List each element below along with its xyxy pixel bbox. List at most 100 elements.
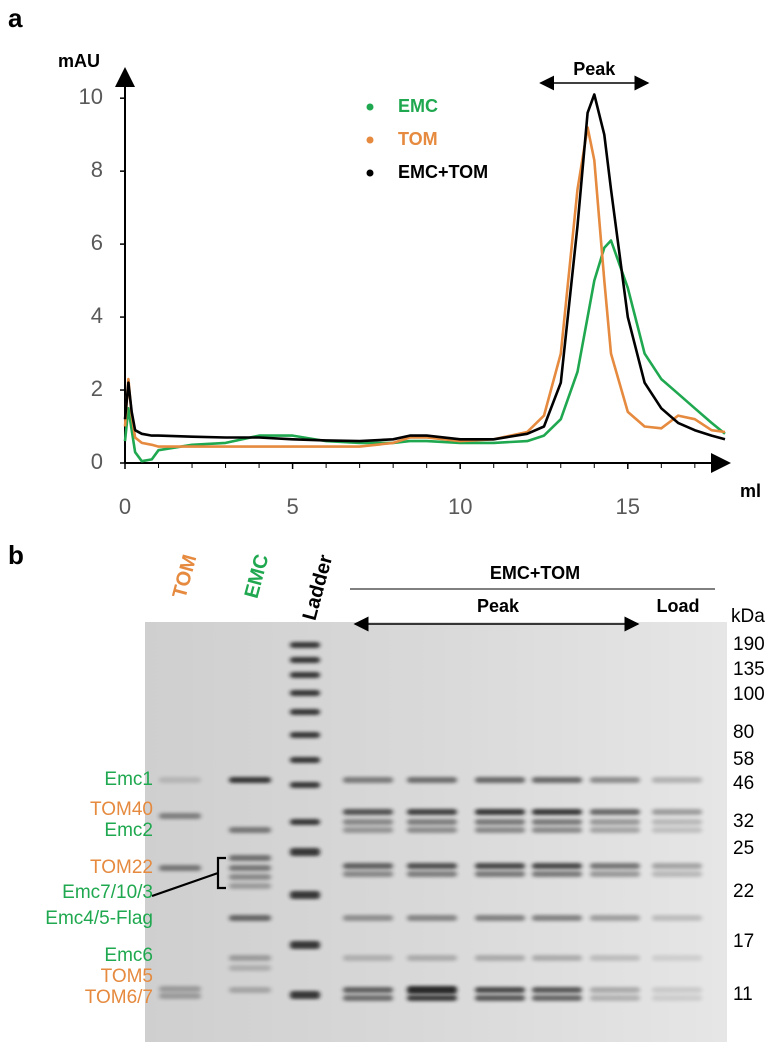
gel-band bbox=[475, 863, 525, 869]
legend-label: EMC bbox=[398, 96, 438, 116]
panel-label: a bbox=[8, 3, 23, 33]
group-label: EMC+TOM bbox=[490, 563, 580, 583]
gel-band bbox=[407, 819, 457, 825]
band-label: TOM22 bbox=[90, 857, 153, 878]
gel-band bbox=[290, 891, 320, 899]
gel-band bbox=[159, 993, 201, 999]
legend-marker bbox=[366, 103, 374, 111]
gel-band bbox=[290, 672, 320, 678]
x-tick-label: 0 bbox=[119, 494, 131, 519]
marker-label: 46 bbox=[733, 773, 754, 794]
gel-band bbox=[343, 995, 393, 1001]
y-axis-label: mAU bbox=[58, 51, 100, 71]
lane-label: Ladder bbox=[299, 552, 338, 622]
gel-band bbox=[532, 809, 582, 815]
x-axis-label: ml bbox=[740, 481, 761, 501]
gel-band bbox=[475, 987, 525, 993]
x-tick-label: 10 bbox=[448, 494, 472, 519]
gel-band bbox=[229, 865, 271, 871]
gel-band bbox=[407, 915, 457, 921]
gel-band bbox=[590, 987, 640, 993]
band-label: Emc7/10/3 bbox=[62, 882, 153, 903]
marker-label: 190 bbox=[733, 634, 765, 655]
gel-band bbox=[343, 827, 393, 833]
lane-label: EMC bbox=[241, 552, 274, 601]
gel-band bbox=[229, 874, 271, 880]
bracket bbox=[151, 856, 226, 898]
y-tick-label: 10 bbox=[79, 84, 103, 109]
gel-band bbox=[229, 827, 271, 833]
y-tick-label: 4 bbox=[91, 303, 103, 328]
peak-label: Peak bbox=[573, 59, 616, 79]
x-tick-label: 15 bbox=[616, 494, 640, 519]
gel-band bbox=[407, 986, 457, 994]
gel-band bbox=[229, 987, 271, 993]
marker-label: 80 bbox=[733, 722, 754, 743]
gel-band bbox=[290, 757, 320, 763]
gel-band bbox=[590, 955, 640, 961]
gel-band bbox=[590, 809, 640, 815]
marker-label: 135 bbox=[733, 659, 765, 680]
panel-label: b bbox=[8, 540, 24, 570]
marker-label: 100 bbox=[733, 684, 765, 705]
gel-band bbox=[590, 777, 640, 783]
gel-band bbox=[290, 642, 320, 648]
gel-band bbox=[590, 819, 640, 825]
gel-band bbox=[229, 965, 271, 971]
gel-band bbox=[290, 848, 320, 856]
gel-band bbox=[475, 915, 525, 921]
gel-band bbox=[343, 955, 393, 961]
gel-band bbox=[343, 863, 393, 869]
gel-band bbox=[229, 855, 271, 861]
gel-band bbox=[590, 915, 640, 921]
gel-band bbox=[290, 991, 320, 999]
legend-label: TOM bbox=[398, 129, 438, 149]
marker-label: 22 bbox=[733, 881, 754, 902]
gel-band bbox=[343, 915, 393, 921]
gel-band bbox=[475, 995, 525, 1001]
gel-band bbox=[343, 809, 393, 815]
gel-band bbox=[407, 863, 457, 869]
gel-band bbox=[159, 777, 201, 783]
marker-label: 25 bbox=[733, 838, 754, 859]
marker-label: 58 bbox=[733, 749, 754, 770]
gel-band bbox=[343, 987, 393, 993]
y-tick-label: 2 bbox=[91, 376, 103, 401]
unit-label: kDa bbox=[731, 606, 765, 627]
band-label: Emc1 bbox=[104, 769, 153, 790]
legend-label: EMC+TOM bbox=[398, 162, 488, 182]
gel-band bbox=[590, 863, 640, 869]
gel-band bbox=[652, 995, 702, 1001]
gel-band bbox=[532, 915, 582, 921]
gel-band bbox=[343, 819, 393, 825]
gel-band bbox=[290, 690, 320, 696]
x-tick-label: 5 bbox=[286, 494, 298, 519]
gel-band bbox=[290, 941, 320, 949]
band-label: Emc2 bbox=[104, 820, 153, 841]
gel-band bbox=[229, 777, 271, 783]
series-line bbox=[123, 239, 726, 463]
legend-marker bbox=[366, 169, 374, 177]
load-label: Load bbox=[657, 596, 700, 616]
gel-band bbox=[532, 955, 582, 961]
gel-band bbox=[652, 819, 702, 825]
gel-band bbox=[407, 995, 457, 1001]
gel-band bbox=[652, 827, 702, 833]
band-label: TOM6/7 bbox=[85, 987, 153, 1008]
gel-band bbox=[590, 995, 640, 1001]
gel-band bbox=[343, 871, 393, 877]
gel-band bbox=[652, 809, 702, 815]
gel-band bbox=[475, 955, 525, 961]
band-label: TOM40 bbox=[90, 799, 153, 820]
gel-band bbox=[229, 955, 271, 961]
gel-band bbox=[475, 827, 525, 833]
gel-band bbox=[290, 657, 320, 663]
gel-band bbox=[343, 777, 393, 783]
gel-band bbox=[532, 777, 582, 783]
peak-label: Peak bbox=[477, 596, 520, 616]
gel-band bbox=[407, 809, 457, 815]
series-line bbox=[123, 93, 726, 443]
y-tick-label: 0 bbox=[91, 449, 103, 474]
gel-band bbox=[290, 709, 320, 715]
gel-band bbox=[652, 863, 702, 869]
